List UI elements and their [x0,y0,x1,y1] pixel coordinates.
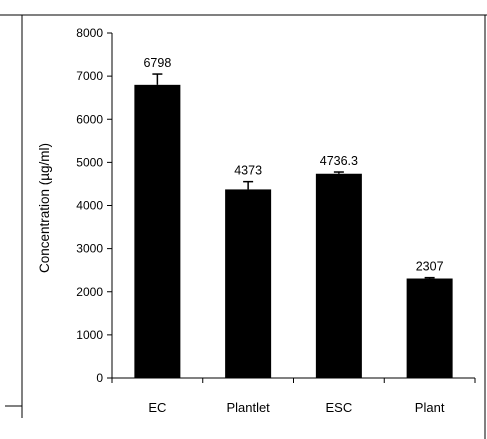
y-tick-label: 7000 [76,69,103,83]
data-label: 4373 [234,164,262,178]
y-tick-label: 2000 [76,285,103,299]
x-category-label: Plantlet [226,400,270,415]
bar [134,84,181,379]
x-category-label: EC [148,400,166,415]
y-tick-label: 1000 [76,328,103,342]
data-label: 2307 [416,260,444,274]
y-tick-label: 0 [96,371,103,385]
x-category-label: ESC [326,400,353,415]
y-axis-title: Concentration (µg/ml) [37,143,52,273]
y-tick-label: 4000 [76,199,103,213]
data-label: 4736.3 [320,154,358,168]
data-label: 6798 [143,56,171,70]
y-tick-label: 5000 [76,155,103,169]
y-tick-label: 6000 [76,112,103,126]
x-category-label: Plant [415,400,445,415]
y-tick-label: 3000 [76,242,103,256]
bar [315,173,362,378]
bar [406,278,453,378]
y-tick-label: 8000 [76,26,103,40]
plot-area: 0 1000 2000 3000 4000 5000 6000 7000 8000 6798 EC 4… [76,26,476,415]
bar [225,189,272,378]
